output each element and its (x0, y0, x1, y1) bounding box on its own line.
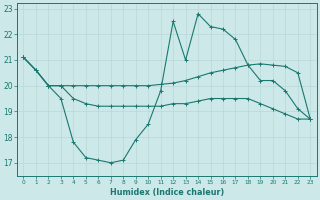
X-axis label: Humidex (Indice chaleur): Humidex (Indice chaleur) (110, 188, 224, 197)
